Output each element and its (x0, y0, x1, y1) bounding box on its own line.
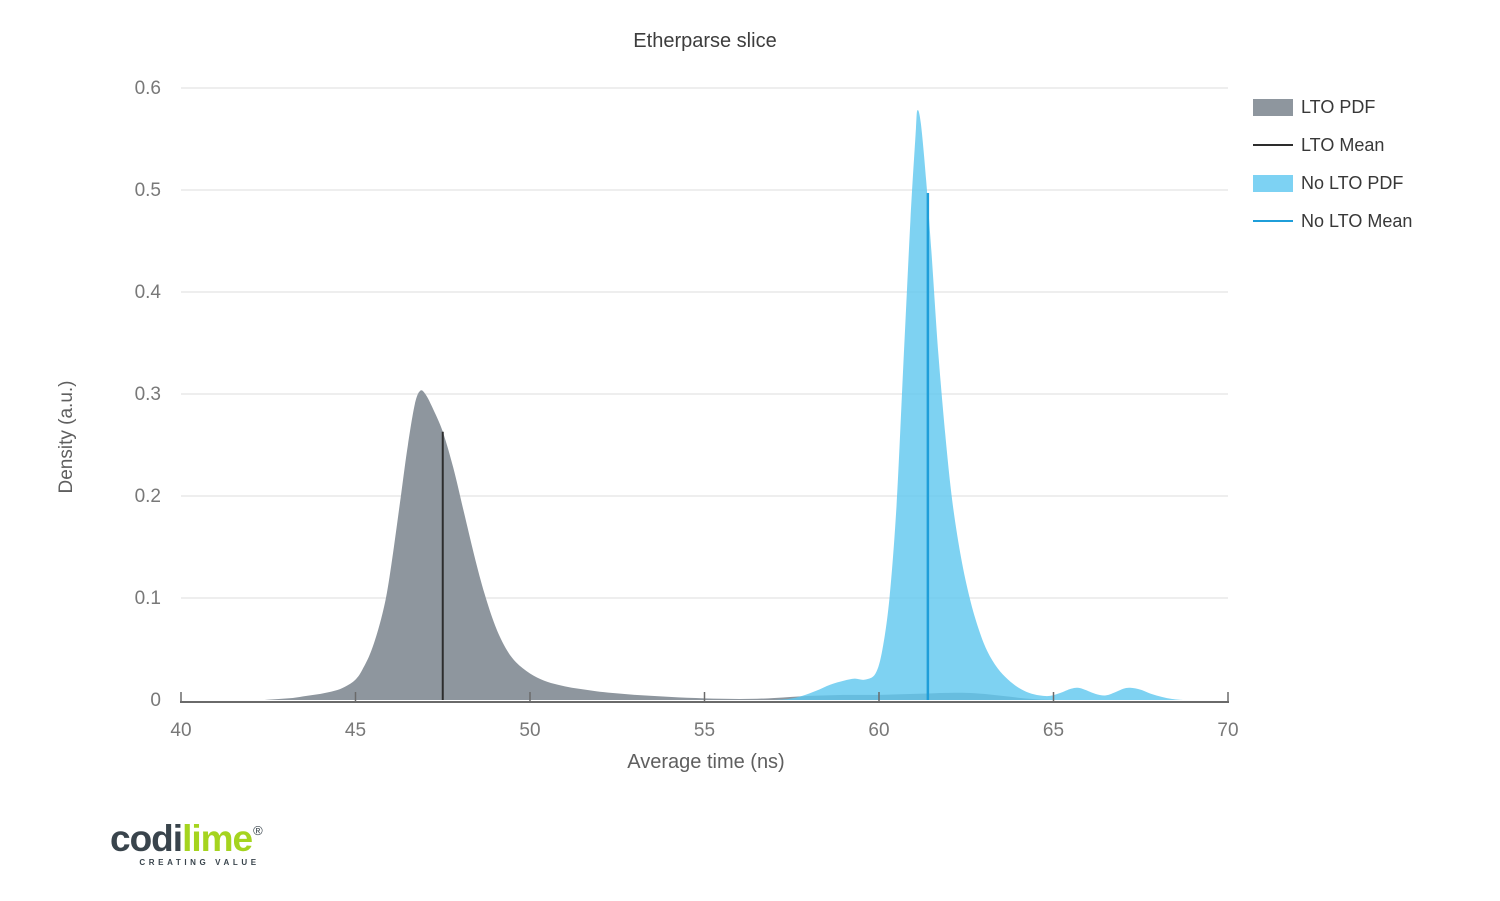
y-tick-label: 0.1 (135, 588, 161, 609)
logo-wordmark: codilime® (110, 818, 263, 859)
density-area-no-lto-pdf (774, 109, 1183, 701)
density-chart: Density (a.u.) Average time (ns) 40 45 50 5… (56, 30, 1493, 773)
y-tick-label: 0.2 (135, 486, 161, 507)
logo-text-lime: lime (182, 818, 253, 859)
chart-legend: LTO PDF LTO Mean No LTO PDF No LTO Mean (1253, 88, 1493, 240)
legend-item-no-lto-pdf: No LTO PDF (1253, 164, 1493, 202)
x-tick-label: 50 (519, 720, 540, 741)
legend-item-lto-pdf: LTO PDF (1253, 88, 1493, 126)
y-tick-label: 0 (150, 690, 161, 711)
x-tick-label: 45 (345, 720, 366, 741)
logo-text-codi: codi (110, 818, 183, 859)
x-axis-title: Average time (ns) (627, 751, 784, 773)
y-tick-label: 0.6 (135, 78, 161, 99)
plot-canvas: Density (a.u.) Average time (ns) 40 45 50 5… (56, 78, 1239, 773)
x-tick-label: 55 (694, 720, 715, 741)
legend-item-lto-mean: LTO Mean (1253, 126, 1493, 164)
x-tick-label: 40 (170, 720, 191, 741)
y-axis-title: Density (a.u.) (56, 381, 77, 494)
legend-area-swatch (1253, 98, 1293, 116)
legend-area-swatch (1253, 174, 1293, 192)
x-tick-label: 60 (868, 720, 889, 741)
legend-label: LTO PDF (1301, 96, 1376, 117)
legend-label: No LTO Mean (1301, 210, 1413, 231)
legend-line-swatch (1253, 144, 1293, 146)
y-tick-label: 0.5 (135, 180, 161, 201)
codilime-logo: codilime® CREATING VALUE (110, 818, 263, 867)
x-tick-label: 70 (1217, 720, 1238, 741)
legend-label: LTO Mean (1301, 134, 1385, 155)
chart-title: Etherparse slice (633, 30, 777, 52)
legend-item-no-lto-mean: No LTO Mean (1253, 202, 1493, 240)
y-tick-label: 0.4 (135, 282, 162, 303)
logo-tagline: CREATING VALUE (139, 858, 260, 867)
legend-label: No LTO PDF (1301, 172, 1404, 193)
x-tick-label: 65 (1043, 720, 1064, 741)
y-tick-label: 0.3 (135, 384, 161, 405)
legend-line-swatch (1253, 220, 1293, 222)
density-area-lto-pdf (264, 390, 1054, 700)
registered-trademark-icon: ® (253, 823, 263, 838)
